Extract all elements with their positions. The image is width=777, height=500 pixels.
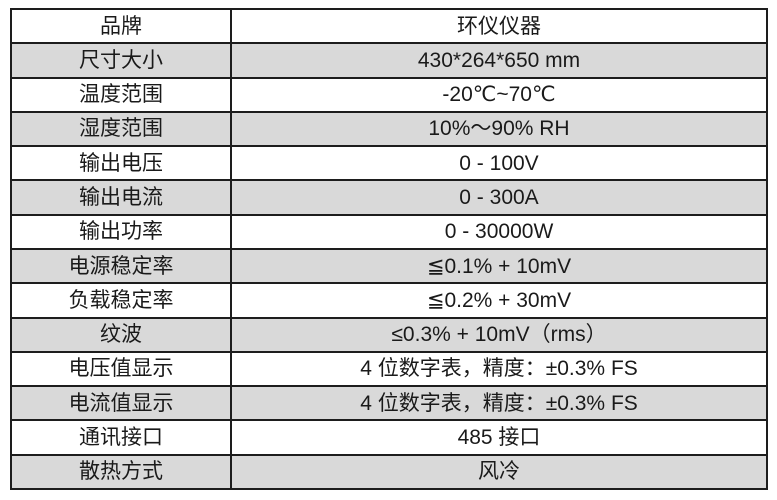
spec-label-cell: 温度范围 [10,76,232,113]
spec-value-cell: 485 接口 [230,419,768,456]
table-row: 散热方式 风冷 [10,453,768,491]
spec-value-cell: 环仪仪器 [230,7,768,45]
table-row: 负载稳定率 ≦0.2% + 30mV [10,282,768,319]
spec-value-cell: 0 - 30000W [230,213,768,250]
spec-value-cell: 4 位数字表，精度：±0.3% FS [230,350,768,388]
table-row: 输出电流 0 - 300A [10,179,768,216]
spec-label-cell: 散热方式 [10,453,232,491]
table-row: 电压值显示 4 位数字表，精度：±0.3% FS [10,350,768,388]
spec-value-cell: 430*264*650 mm [230,42,768,79]
spec-label-cell: 输出电压 [10,145,232,182]
spec-label-cell: 电源稳定率 [10,247,232,285]
spec-label-cell: 输出电流 [10,179,232,216]
spec-value-cell: 4 位数字表，精度：±0.3% FS [230,385,768,422]
spec-label-cell: 纹波 [10,316,232,353]
table-row: 电源稳定率 ≦0.1% + 10mV [10,247,768,285]
spec-label-cell: 通讯接口 [10,419,232,456]
table-row: 尺寸大小 430*264*650 mm [10,42,768,79]
table-row: 电流值显示 4 位数字表，精度：±0.3% FS [10,385,768,422]
spec-value-cell: ≤0.3% + 10mV（rms） [230,316,768,353]
spec-label-cell: 负载稳定率 [10,282,232,319]
spec-value-cell: -20℃~70℃ [230,76,768,113]
spec-value-cell: 10%～90% RH [230,110,768,148]
spec-label-cell: 电压值显示 [10,350,232,388]
spec-label-cell: 电流值显示 [10,385,232,422]
spec-label-cell: 输出功率 [10,213,232,250]
spec-value-cell: 风冷 [230,453,768,491]
table-row: 通讯接口 485 接口 [10,419,768,456]
table-row: 纹波 ≤0.3% + 10mV（rms） [10,316,768,353]
spec-label-cell: 尺寸大小 [10,42,232,79]
spec-value-cell: 0 - 100V [230,145,768,182]
spec-table-body: 品牌 环仪仪器 尺寸大小 430*264*650 mm 温度范围 -20℃~70… [10,7,768,491]
table-row: 温度范围 -20℃~70℃ [10,76,768,113]
spec-label-cell: 品牌 [10,7,232,45]
spec-table: 品牌 环仪仪器 尺寸大小 430*264*650 mm 温度范围 -20℃~70… [10,7,768,491]
spec-value-cell: ≦0.1% + 10mV [230,247,768,285]
table-row: 输出电压 0 - 100V [10,145,768,182]
spec-label-cell: 湿度范围 [10,110,232,148]
table-row: 品牌 环仪仪器 [10,7,768,45]
spec-value-cell: 0 - 300A [230,179,768,216]
spec-value-cell: ≦0.2% + 30mV [230,282,768,319]
table-row: 输出功率 0 - 30000W [10,213,768,250]
table-row: 湿度范围 10%～90% RH [10,110,768,148]
